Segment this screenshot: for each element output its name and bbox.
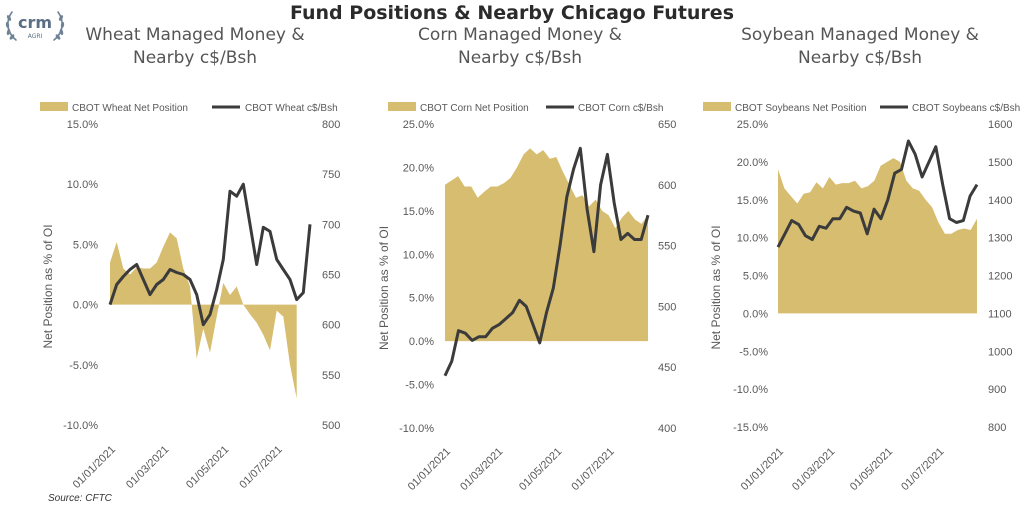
soybean-y-axis-label: Net Position as % of OI: [709, 225, 723, 349]
soybean-right-tick: 1100: [988, 308, 1012, 320]
wheat-right-tick: 600: [322, 320, 340, 332]
wheat-x-tick: 01/05/2021: [184, 444, 231, 491]
corn-legend-line-label: CBOT Corn c$/Bsh: [578, 103, 663, 114]
corn-left-tick: -5.0%: [405, 380, 434, 392]
soybean-x-tick: 01/07/2021: [899, 446, 946, 493]
wheat-left-tick: 0.0%: [73, 300, 98, 312]
wheat-legend-area-swatch: [40, 102, 68, 111]
wheat-left-tick: 5.0%: [73, 239, 98, 251]
soybean-right-tick: 1400: [988, 195, 1012, 207]
wheat-title-line-1: Wheat Managed Money &: [85, 25, 305, 45]
main-title: Fund Positions & Nearby Chicago Futures: [289, 2, 735, 24]
soybean-legend-area-swatch: [703, 102, 731, 111]
corn-panel-title: Corn Managed Money & Nearby c$/Bsh: [395, 24, 645, 70]
corn-right-tick: 450: [658, 362, 676, 374]
wheat-left-tick: 15.0%: [67, 119, 98, 131]
corn-price-line: [443, 146, 650, 377]
corn-y-axis-label: Net Position as % of OI: [377, 226, 391, 350]
soybean-right-tick: 1500: [988, 157, 1012, 169]
soybean-legend-area-label: CBOT Soybeans Net Position: [735, 103, 867, 114]
corn-left-tick: 20.0%: [403, 162, 434, 174]
wheat-x-tick: 01/03/2021: [124, 444, 171, 491]
soybean-left-tick: 15.0%: [737, 195, 768, 207]
wheat-price-line: [108, 182, 312, 327]
wheat-left-tick: -10.0%: [63, 420, 98, 432]
wheat-x-tick: 01/01/2021: [71, 444, 118, 491]
corn-left-tick: 10.0%: [403, 249, 434, 261]
soybean-right-tick: 1000: [988, 346, 1012, 358]
wheat-legend-line-label: CBOT Wheat c$/Bsh: [245, 103, 338, 114]
soybean-left-tick: -10.0%: [733, 384, 768, 396]
soybean-legend-line-label: CBOT Soybeans c$/Bsh: [912, 103, 1020, 114]
wheat-right-tick: 650: [322, 270, 340, 282]
corn-right-tick: 600: [658, 180, 676, 192]
soybean-left-tick: -15.0%: [733, 422, 768, 434]
corn-legend-area-swatch: [388, 102, 416, 111]
corn-right-tick: 500: [658, 301, 676, 313]
wheat-chart: [40, 102, 312, 399]
logo-brand: crm: [18, 13, 52, 32]
wheat-net-position-area: [110, 232, 297, 399]
corn-x-tick: 01/05/2021: [517, 446, 564, 493]
soybean-title-line-2: Nearby c$/Bsh: [797, 48, 923, 68]
wheat-title-line-2: Nearby c$/Bsh: [132, 48, 258, 68]
corn-x-tick: 01/01/2021: [406, 446, 453, 493]
soybean-left-tick: -5.0%: [739, 346, 768, 358]
soybean-right-tick: 800: [988, 422, 1006, 434]
soybean-right-tick: 1600: [988, 119, 1012, 131]
soybean-left-tick: 25.0%: [737, 119, 768, 131]
wheat-right-tick: 800: [322, 119, 340, 131]
corn-x-tick: 01/03/2021: [458, 446, 505, 493]
soybean-left-tick: 10.0%: [737, 233, 768, 245]
soybean-right-tick: 1300: [988, 233, 1012, 245]
source-note: Source: CFTC: [48, 493, 112, 504]
soybean-x-tick: 01/01/2021: [739, 446, 786, 493]
soybean-x-tick: 01/05/2021: [848, 446, 895, 493]
corn-legend-area-label: CBOT Corn Net Position: [420, 103, 529, 114]
wheat-right-tick: 700: [322, 219, 340, 231]
logo-sub: AGRI: [28, 33, 43, 40]
wheat-left-tick: 10.0%: [67, 179, 98, 191]
soybean-right-tick: 900: [988, 384, 1006, 396]
corn-left-tick: 25.0%: [403, 119, 434, 131]
corn-left-tick: 15.0%: [403, 206, 434, 218]
corn-net-position-area: [445, 148, 648, 342]
soybean-net-position-area: [778, 158, 977, 314]
wheat-right-tick: 500: [322, 420, 340, 432]
corn-left-tick: 5.0%: [409, 293, 434, 305]
wheat-left-tick: -5.0%: [69, 360, 98, 372]
corn-left-tick: 0.0%: [409, 336, 434, 348]
soybean-right-tick: 1200: [988, 271, 1012, 283]
corn-title-line-2: Nearby c$/Bsh: [457, 48, 583, 68]
soybean-left-tick: 0.0%: [743, 308, 768, 320]
soybean-title-line-1: Soybean Managed Money &: [741, 25, 979, 45]
corn-right-tick: 650: [658, 119, 676, 131]
soybean-price-line: [776, 139, 979, 248]
wheat-y-axis-label: Net Position as % of OI: [41, 224, 55, 348]
wheat-x-tick: 01/07/2021: [237, 444, 284, 491]
soybean-left-tick: 20.0%: [737, 157, 768, 169]
corn-chart: [388, 102, 650, 377]
corn-right-tick: 400: [658, 423, 676, 435]
crm-agri-logo: crm AGRI: [2, 6, 68, 46]
corn-left-tick: -10.0%: [399, 423, 434, 435]
wheat-right-tick: 750: [322, 169, 340, 181]
corn-x-tick: 01/07/2021: [569, 446, 616, 493]
soybean-left-tick: 5.0%: [743, 271, 768, 283]
wheat-panel-title: Wheat Managed Money & Nearby c$/Bsh: [70, 24, 320, 70]
wheat-right-tick: 550: [322, 370, 340, 382]
soybean-x-tick: 01/03/2021: [790, 446, 837, 493]
laurel-icon: crm AGRI: [5, 11, 65, 41]
corn-right-tick: 550: [658, 241, 676, 253]
corn-title-line-1: Corn Managed Money &: [418, 25, 622, 45]
soybean-panel-title: Soybean Managed Money & Nearby c$/Bsh: [725, 24, 995, 70]
soybean-chart: [703, 102, 979, 314]
wheat-legend-area-label: CBOT Wheat Net Position: [72, 103, 188, 114]
